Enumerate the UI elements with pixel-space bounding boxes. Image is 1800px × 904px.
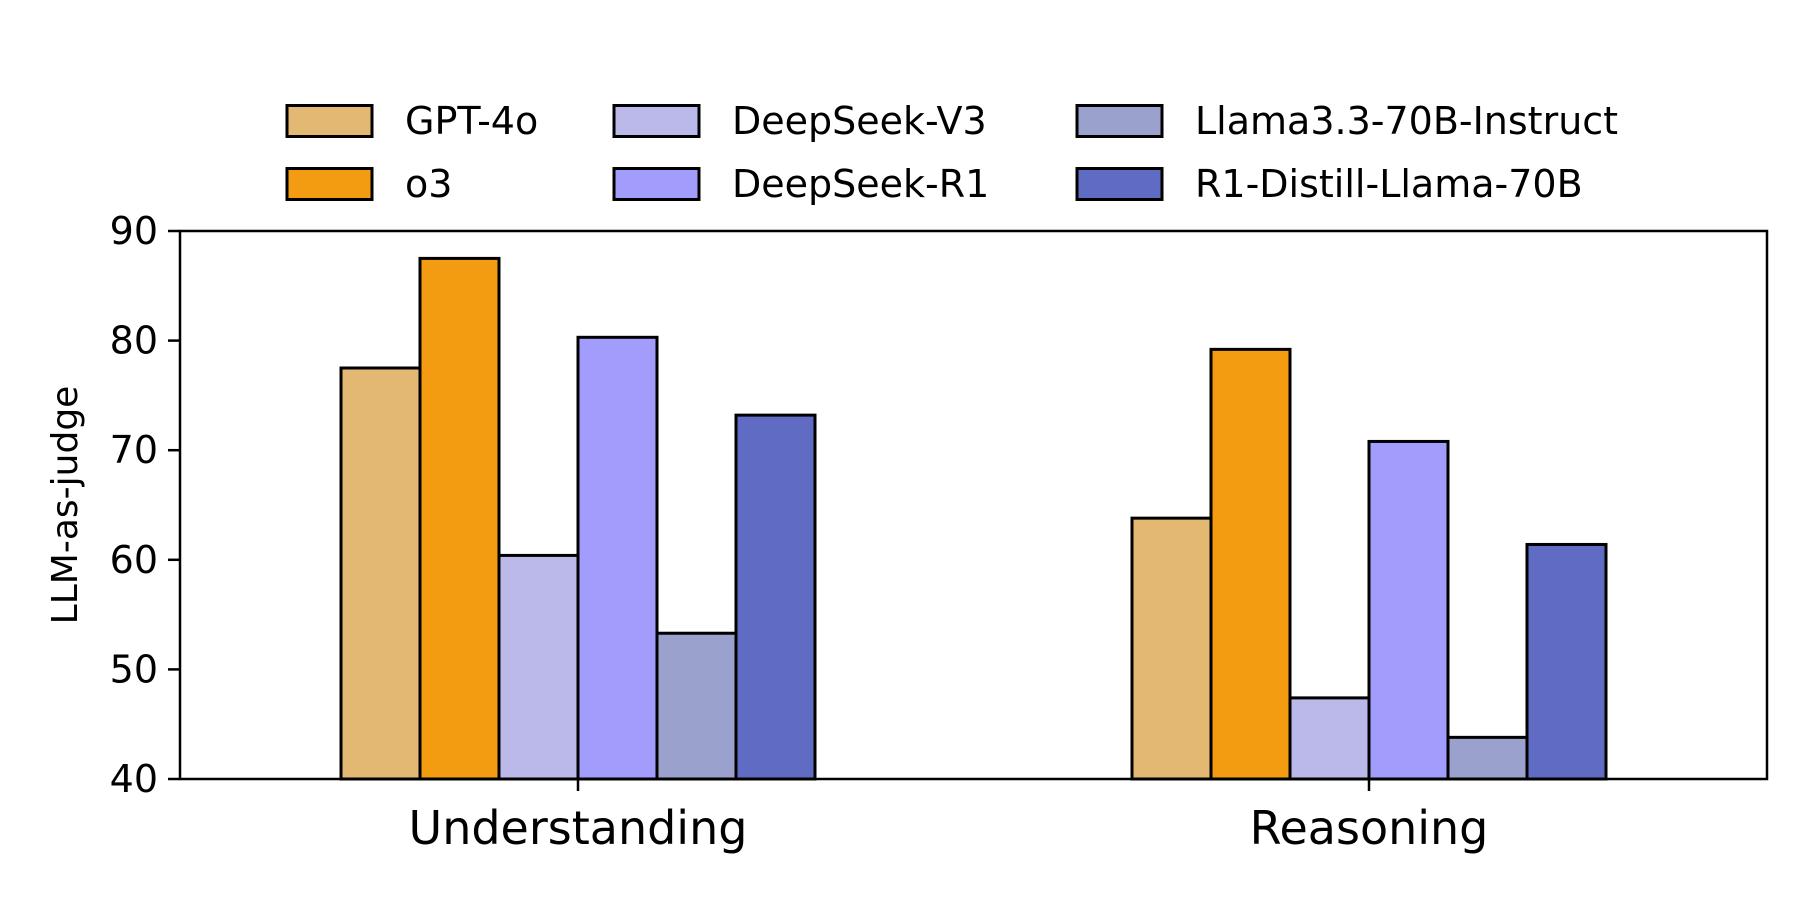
legend-entry-r1-distill-llama-70b: R1-Distill-Llama-70B: [1075, 162, 1583, 206]
y-tick-label-70: 70: [110, 428, 158, 472]
legend-entry-llama3-3-70b-instruct: Llama3.3-70B-Instruct: [1075, 99, 1618, 143]
legend-swatch-deepseek-v3: [612, 104, 701, 138]
bar-llama3-3-70b-instruct-reasoning: [1446, 735, 1529, 781]
bar-r1-distill-llama-70b-understanding: [734, 413, 817, 781]
bar-deepseek-r1-reasoning: [1367, 439, 1450, 781]
legend-swatch-llama3-3-70b-instruct: [1075, 104, 1164, 138]
legend-swatch-o3: [285, 167, 374, 201]
x-tick-label-reasoning: Reasoning: [1250, 801, 1489, 855]
bar-deepseek-r1-understanding: [576, 335, 659, 781]
bar-o3-understanding: [418, 256, 501, 781]
legend-label-deepseek-r1: DeepSeek-R1: [732, 162, 989, 206]
bar-deepseek-v3-reasoning: [1288, 696, 1371, 781]
legend-entry-deepseek-r1: DeepSeek-R1: [612, 162, 989, 206]
bars: [339, 256, 1608, 781]
y-tick-label-40: 40: [110, 757, 158, 801]
axes: 40 50 60 70 80 90 Understanding Reasoning LLM-as…: [45, 209, 1769, 855]
y-tick-label-90: 90: [110, 209, 158, 253]
legend-label-r1-distill-llama-70b: R1-Distill-Llama-70B: [1195, 162, 1583, 206]
y-tick-label-80: 80: [110, 319, 158, 363]
legend-entry-o3: o3: [285, 162, 452, 206]
legend-swatch-deepseek-r1: [612, 167, 701, 201]
bar-r1-distill-llama-70b-reasoning: [1525, 542, 1608, 781]
legend-label-gpt-4o: GPT-4o: [405, 99, 538, 143]
legend-entry-deepseek-v3: DeepSeek-V3: [612, 99, 987, 143]
legend-label-o3: o3: [405, 162, 452, 206]
legend-swatch-r1-distill-llama-70b: [1075, 167, 1164, 201]
x-tick-label-understanding: Understanding: [409, 801, 748, 855]
y-tick-label-50: 50: [110, 647, 158, 691]
legend: GPT-4o o3 DeepSeek-V3 DeepSeek-R1 Llama3.3-7…: [285, 99, 1618, 206]
legend-swatch-gpt-4o: [285, 104, 374, 138]
legend-label-llama3-3-70b-instruct: Llama3.3-70B-Instruct: [1195, 99, 1618, 143]
bar-o3-reasoning: [1209, 347, 1292, 781]
bar-deepseek-v3-understanding: [497, 553, 580, 781]
bar-gpt-4o-understanding: [339, 366, 422, 781]
plot-frame: [178, 229, 1769, 781]
y-axis-title: LLM-as-judge: [45, 386, 86, 625]
legend-label-deepseek-v3: DeepSeek-V3: [732, 99, 987, 143]
bar-llama3-3-70b-instruct-understanding: [655, 631, 738, 781]
y-tick-label-60: 60: [110, 538, 158, 582]
legend-entry-gpt-4o: GPT-4o: [285, 99, 538, 143]
bar-gpt-4o-reasoning: [1130, 516, 1213, 781]
